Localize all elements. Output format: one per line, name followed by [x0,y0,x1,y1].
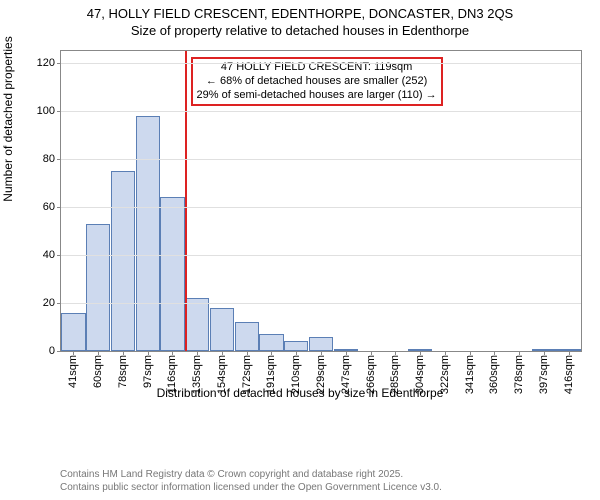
y-axis-label: Number of detached properties [1,0,15,244]
x-tick-label: 78sqm [117,355,129,388]
y-tick-mark [57,159,61,160]
bar [160,197,184,351]
plot-area: 47 HOLLY FIELD CRESCENT: 119sqm ← 68% of… [60,50,582,352]
y-tick-mark [57,351,61,352]
bar [111,171,135,351]
y-tick-mark [57,303,61,304]
annotation-line-3: 29% of semi-detached houses are larger (… [197,89,437,103]
y-tick-mark [57,111,61,112]
bar [185,298,209,351]
chart-area: Number of detached properties 47 HOLLY F… [0,44,600,444]
x-axis-label: Distribution of detached houses by size … [0,386,600,400]
y-tick-label: 100 [25,105,55,117]
gridline [61,255,581,256]
reference-line [185,51,187,351]
y-tick-label: 80 [25,153,55,165]
bar [136,116,160,351]
bar [259,334,283,351]
y-tick-label: 0 [25,345,55,357]
gridline [61,207,581,208]
annotation-line-2: ← 68% of detached houses are smaller (25… [197,75,437,89]
x-tick-label: 41sqm [67,355,79,388]
y-tick-mark [57,63,61,64]
gridline [61,63,581,64]
gridline [61,111,581,112]
gridline [61,159,581,160]
bar [235,322,259,351]
bar [61,313,85,351]
y-tick-label: 20 [25,297,55,309]
y-tick-mark [57,255,61,256]
title-line-1: 47, HOLLY FIELD CRESCENT, EDENTHORPE, DO… [0,6,600,23]
x-tick-label: 60sqm [92,355,104,388]
x-tick-label: 97sqm [142,355,154,388]
y-tick-mark [57,207,61,208]
title-line-2: Size of property relative to detached ho… [0,23,600,40]
footer-line-1: Contains HM Land Registry data © Crown c… [60,468,442,481]
chart-title: 47, HOLLY FIELD CRESCENT, EDENTHORPE, DO… [0,0,600,40]
y-tick-label: 40 [25,249,55,261]
footer-credits: Contains HM Land Registry data © Crown c… [60,468,442,494]
annotation-box: 47 HOLLY FIELD CRESCENT: 119sqm ← 68% of… [191,57,443,106]
gridline [61,303,581,304]
y-tick-label: 60 [25,201,55,213]
y-tick-label: 120 [25,57,55,69]
bar [210,308,234,351]
footer-line-2: Contains public sector information licen… [60,481,442,494]
bar [86,224,110,351]
bar [309,337,333,351]
bar [284,341,308,351]
